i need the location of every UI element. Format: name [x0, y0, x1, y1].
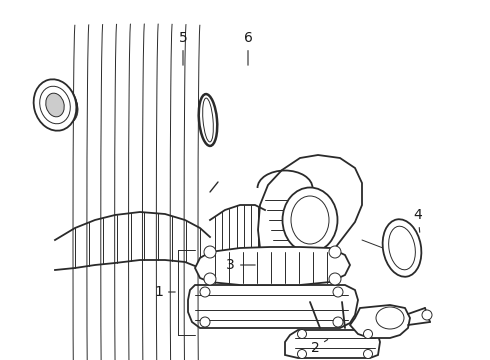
Ellipse shape: [376, 307, 404, 329]
Text: 3: 3: [226, 258, 255, 272]
Ellipse shape: [40, 86, 70, 124]
Ellipse shape: [364, 350, 372, 359]
Ellipse shape: [46, 93, 64, 117]
Ellipse shape: [297, 350, 307, 359]
Text: 6: 6: [244, 31, 252, 65]
Ellipse shape: [329, 246, 341, 258]
Ellipse shape: [34, 79, 76, 131]
Ellipse shape: [364, 329, 372, 338]
Ellipse shape: [291, 196, 329, 244]
Ellipse shape: [297, 329, 307, 338]
Ellipse shape: [333, 317, 343, 327]
Ellipse shape: [200, 317, 210, 327]
Ellipse shape: [200, 287, 210, 297]
Text: 1: 1: [154, 285, 175, 299]
Polygon shape: [285, 330, 380, 358]
Polygon shape: [195, 247, 350, 285]
Ellipse shape: [333, 287, 343, 297]
Ellipse shape: [389, 226, 416, 270]
Polygon shape: [188, 285, 358, 328]
Ellipse shape: [383, 219, 421, 277]
Ellipse shape: [329, 273, 341, 285]
Ellipse shape: [204, 273, 216, 285]
Polygon shape: [258, 155, 362, 276]
Text: 2: 2: [311, 339, 328, 355]
Text: 5: 5: [179, 31, 187, 65]
Ellipse shape: [203, 98, 213, 142]
Ellipse shape: [204, 246, 216, 258]
Text: 4: 4: [414, 208, 422, 232]
Ellipse shape: [283, 188, 338, 252]
Ellipse shape: [199, 94, 217, 146]
Ellipse shape: [422, 310, 432, 320]
Polygon shape: [350, 305, 410, 338]
